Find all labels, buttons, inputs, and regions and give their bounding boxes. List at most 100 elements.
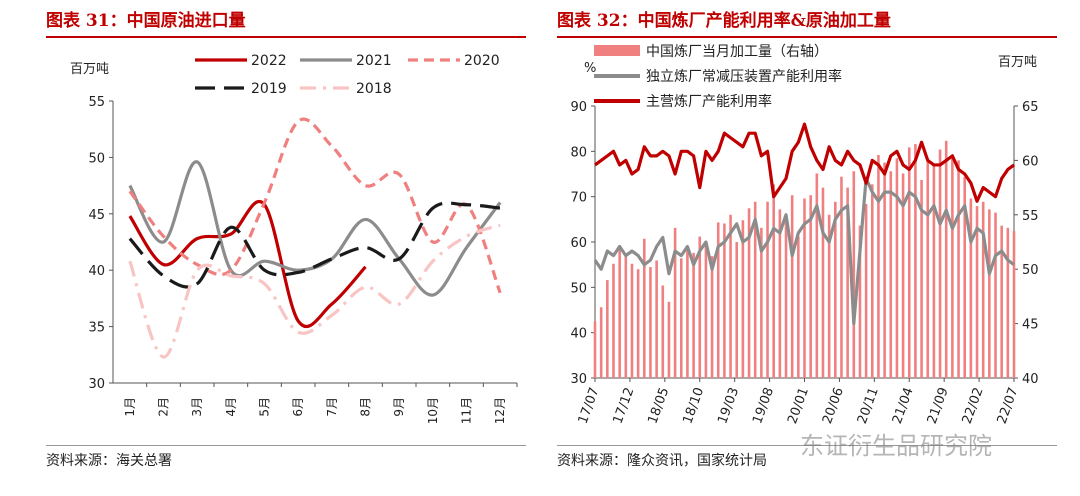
right-bar xyxy=(809,195,812,378)
right-series-line xyxy=(594,122,1015,203)
right-bar xyxy=(649,267,652,378)
right-bar xyxy=(593,321,597,378)
right-x-tick-label: 20/01 xyxy=(785,386,812,426)
right-bar xyxy=(636,269,640,378)
right-bar xyxy=(975,206,979,378)
right-series-line xyxy=(593,176,1015,326)
left-series-2020 xyxy=(128,117,502,294)
right-right-tick-label: 40 xyxy=(1022,372,1039,387)
right-bar xyxy=(772,184,775,378)
right-bar xyxy=(704,242,708,378)
right-footer-rule xyxy=(557,445,1057,446)
right-right-tick-label: 50 xyxy=(1022,263,1039,278)
right-bar xyxy=(932,165,936,378)
right-x-tick-label: 20/06 xyxy=(820,386,847,426)
right-bar xyxy=(840,176,843,378)
right-source: 资料来源：隆众资讯，国家统计局 xyxy=(557,453,767,469)
left-legend-label-2022: 2022 xyxy=(251,53,287,69)
watermark: 东证衍生品研究院 xyxy=(800,432,992,460)
left-x-tick-label: 8月 xyxy=(359,397,373,417)
right-bar xyxy=(624,256,628,378)
right-bar xyxy=(753,201,757,378)
right-y-left-label: % xyxy=(584,61,596,76)
right-bar xyxy=(797,236,800,378)
right-y-right-label: 百万吨 xyxy=(998,55,1037,70)
left-y-tick-label: 35 xyxy=(88,321,105,336)
right-bar xyxy=(679,258,683,378)
right-x-tick-label: 17/07 xyxy=(576,386,603,426)
left-chart-title: 图表 31：中国原油进口量 xyxy=(46,11,246,31)
left-y-tick-label: 50 xyxy=(88,151,105,166)
left-series-2019 xyxy=(128,201,501,289)
right-legend-label: 独立炼厂常减压装置产能利用率 xyxy=(646,68,842,85)
right-left-tick-label: 50 xyxy=(570,281,587,296)
right-bar xyxy=(716,222,720,378)
right-bar xyxy=(729,214,732,378)
right-bar xyxy=(1006,227,1010,378)
left-y-axis-label: 百万吨 xyxy=(70,62,109,77)
right-bar xyxy=(686,247,689,378)
right-bar xyxy=(895,158,899,378)
left-x-tick-label: 12月 xyxy=(493,397,507,424)
left-x-tick-label: 1月 xyxy=(123,397,137,417)
left-x-tick-label: 10月 xyxy=(426,397,440,424)
left-source: 资料来源：海关总署 xyxy=(46,453,172,469)
right-x-tick-label: 21/04 xyxy=(890,386,917,426)
right-bar xyxy=(606,280,609,378)
right-legend-swatch-bar xyxy=(594,45,640,56)
left-legend-label-2020: 2020 xyxy=(464,53,500,69)
right-left-tick-label: 30 xyxy=(570,372,587,387)
right-bar xyxy=(969,198,973,378)
right-title-rule xyxy=(557,36,1057,38)
right-x-tick-label: 22/02 xyxy=(960,386,987,426)
right-bar xyxy=(827,214,831,378)
right-legend-label: 主营炼厂产能利用率 xyxy=(646,93,772,110)
right-bar xyxy=(821,187,825,378)
right-bar xyxy=(834,201,837,378)
right-bar xyxy=(667,301,671,378)
right-x-tick-label: 19/03 xyxy=(715,386,742,426)
left-series-2021 xyxy=(128,160,502,297)
right-legend-label: 中国炼厂当月加工量（右轴） xyxy=(646,44,828,60)
right-bar xyxy=(901,173,905,378)
right-right-tick-label: 65 xyxy=(1022,100,1039,115)
right-bar xyxy=(741,220,745,378)
right-bar xyxy=(877,154,880,378)
left-chart: 百万吨 30 35 40 45 50 55 1月 2月 3月 4月 5月 6月 7月 8月 9月 10月 11月 1… xyxy=(70,53,518,424)
right-bar xyxy=(963,176,966,378)
right-bar xyxy=(790,195,794,378)
right-bar xyxy=(1012,231,1016,378)
left-legend-label-2019: 2019 xyxy=(251,81,287,97)
right-x-tick-label: 21/09 xyxy=(925,386,952,426)
right-x-tick-label: 17/12 xyxy=(611,386,638,426)
right-bar xyxy=(957,160,960,378)
right-x-tick-label: 18/10 xyxy=(680,386,707,426)
right-chart-title: 图表 32：中国炼厂产能利用率&原油加工量 xyxy=(557,11,891,31)
right-bar xyxy=(643,238,646,378)
right-chart: % 百万吨 30 40 50 60 70 80 90 40 45 50 55 60 65 17/07 17/12… xyxy=(570,44,1039,426)
right-left-tick-label: 60 xyxy=(570,236,587,251)
right-x-tick-label: 20/11 xyxy=(855,386,882,426)
right-left-tick-label: 40 xyxy=(570,327,587,342)
left-series-2018 xyxy=(128,223,501,359)
right-bar xyxy=(803,198,806,378)
left-legend-label-2021: 2021 xyxy=(356,53,392,69)
right-bar xyxy=(870,184,874,378)
right-left-tick-label: 80 xyxy=(570,145,587,160)
left-x-tick-label: 3月 xyxy=(190,397,204,417)
right-bar xyxy=(778,209,782,378)
left-y-tick-label: 45 xyxy=(88,208,105,223)
right-bar xyxy=(852,171,856,378)
right-bar xyxy=(630,263,634,378)
right-bar xyxy=(698,236,702,378)
right-bar xyxy=(938,149,942,378)
right-bar xyxy=(673,227,677,378)
right-bar xyxy=(926,160,930,378)
right-bar xyxy=(914,144,917,378)
left-footer-rule xyxy=(46,445,526,446)
left-x-tick-label: 2月 xyxy=(157,397,171,417)
right-bar xyxy=(846,187,849,378)
right-left-tick-label: 90 xyxy=(570,100,587,115)
right-bar xyxy=(661,285,665,378)
right-bar xyxy=(858,225,862,378)
